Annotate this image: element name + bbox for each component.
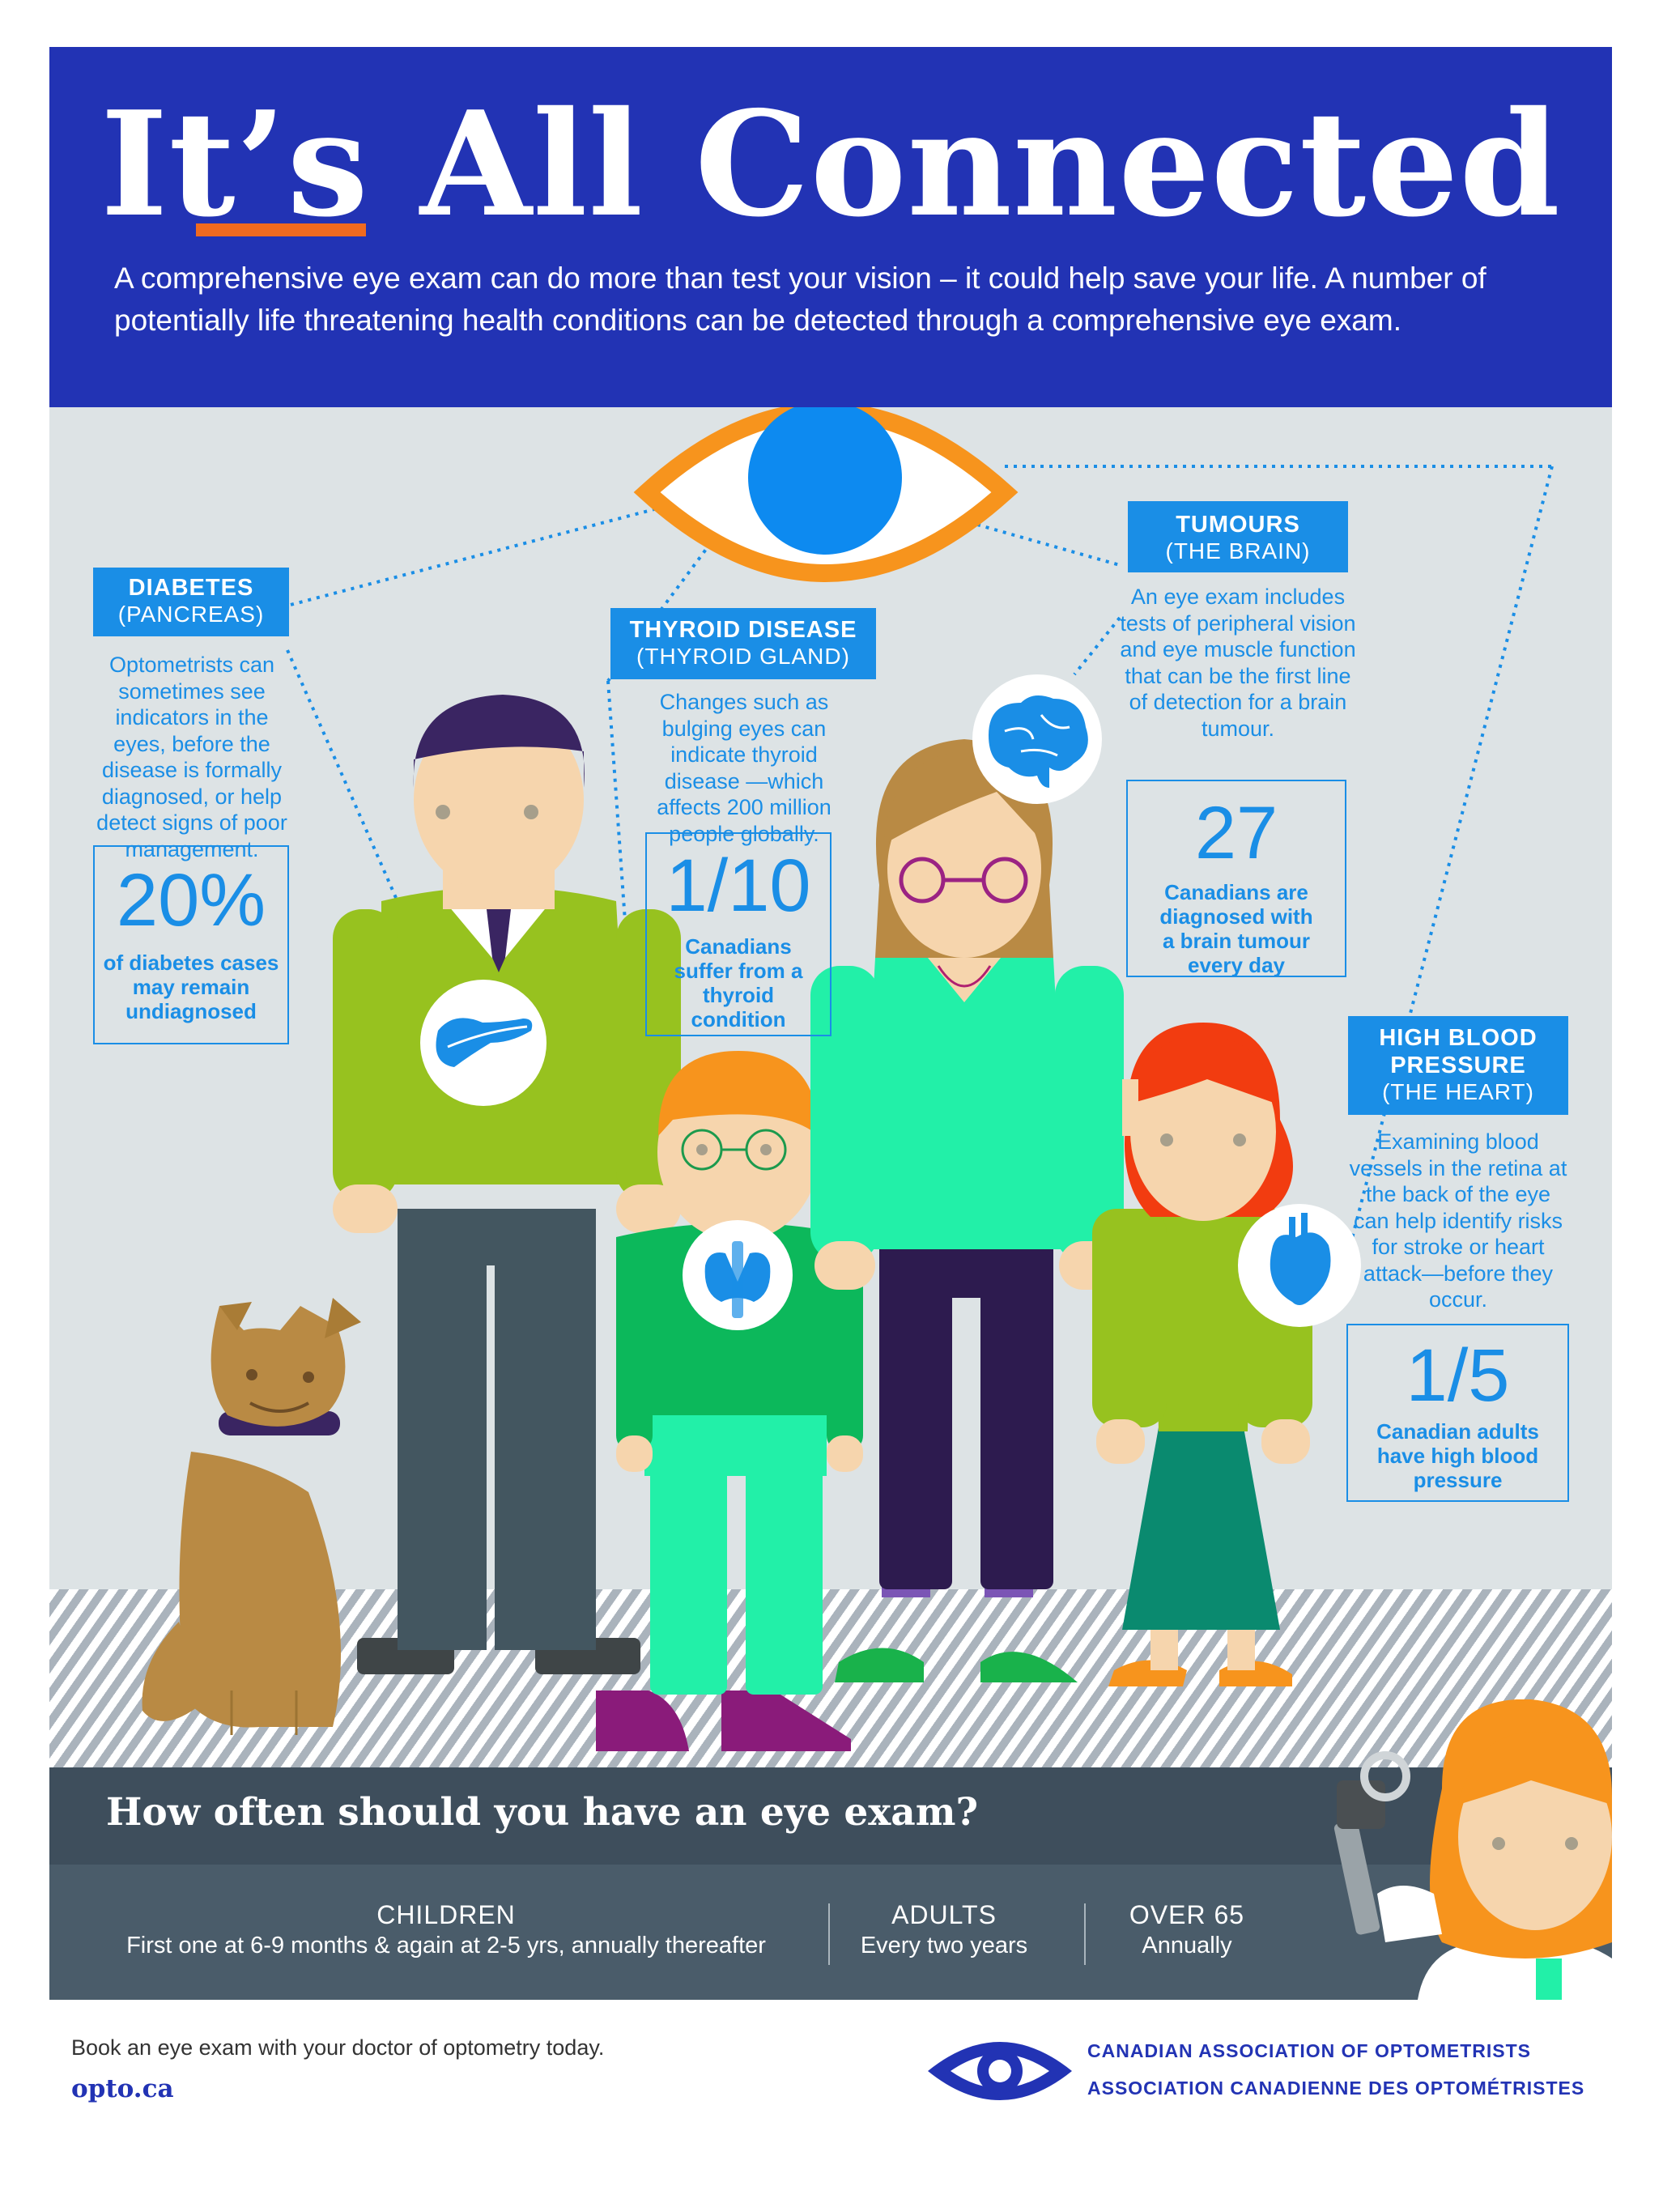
diabetes-body: Optometrists can sometimes see indicator… xyxy=(96,653,287,861)
ophthalmoscope-icon xyxy=(1333,1751,1410,1935)
connector-lines xyxy=(286,465,1554,1248)
children-frequency: CHILDREN First one at 6-9 months & again… xyxy=(82,1899,810,1960)
dog-illustration xyxy=(142,1298,361,1735)
cao-eye-logo-icon xyxy=(928,2042,1072,2100)
mother-illustration xyxy=(810,739,1124,1682)
blood-pressure-subtitle: (THE HEART) xyxy=(1382,1079,1534,1104)
pancreas-icon xyxy=(420,980,547,1106)
diabetes-label: DIABETES (PANCREAS) xyxy=(93,568,289,636)
thyroid-icon xyxy=(683,1220,793,1330)
tumours-stat-value: 27 xyxy=(1194,792,1278,874)
footer-cta: Book an eye exam with your doctor of opt… xyxy=(71,2035,605,2060)
divider xyxy=(1084,1903,1086,1965)
tumours-label: TUMOURS (THE BRAIN) xyxy=(1128,501,1348,572)
blood-pressure-stat-box: 1/5 Canadian adults have high blood pres… xyxy=(1346,1324,1569,1502)
adults-label: ADULTS xyxy=(891,1900,997,1929)
org-name-english: CANADIAN ASSOCIATION OF OPTOMETRISTS xyxy=(1087,2040,1531,2061)
tumours-stat-text: Canadians are diagnosed with a brain tum… xyxy=(1159,880,1313,977)
blood-pressure-label: HIGH BLOOD PRESSURE (THE HEART) xyxy=(1348,1016,1568,1115)
brain-icon xyxy=(972,674,1102,804)
blood-pressure-title: HIGH BLOOD PRESSURE xyxy=(1379,1025,1538,1078)
header-banner: It’s All Connected A comprehensive eye e… xyxy=(49,47,1612,407)
daughter-illustration xyxy=(1092,1023,1312,1686)
page-title: It’s All Connected xyxy=(100,79,1561,249)
heart-icon xyxy=(1238,1204,1361,1327)
blood-pressure-body: Examining blood vessels in the retina at… xyxy=(1349,1129,1567,1312)
org-name-french: ASSOCIATION CANADIENNE DES OPTOMÉTRISTES xyxy=(1087,2078,1585,2099)
adults-text: Every two years xyxy=(860,1933,1028,1958)
tumours-stat-box: 27 Canadians are diagnosed with a brain … xyxy=(1126,780,1346,977)
son-illustration xyxy=(596,1051,863,1751)
seniors-label: OVER 65 xyxy=(1129,1900,1245,1929)
footer-url-link[interactable]: opto.ca xyxy=(71,2074,174,2103)
exam-frequency-question: How often should you have an eye exam? xyxy=(106,1790,979,1835)
thyroid-subtitle: (THYROID GLAND) xyxy=(636,644,850,669)
tumours-body: An eye exam includes tests of peripheral… xyxy=(1120,585,1356,741)
thyroid-stat-box: 1/10 Canadians suffer from a thyroid con… xyxy=(645,832,831,1036)
intro-text: A comprehensive eye exam can do more tha… xyxy=(114,262,1486,337)
illustration-panel: DIABETES (PANCREAS) Optometrists can som… xyxy=(49,407,1612,1767)
tumours-title: TUMOURS xyxy=(1176,512,1300,538)
children-text: First one at 6-9 months & again at 2-5 y… xyxy=(126,1933,766,1958)
children-label: CHILDREN xyxy=(376,1900,516,1929)
thyroid-body: Changes such as bulging eyes can indicat… xyxy=(657,690,831,846)
thyroid-title: THYROID DISEASE xyxy=(629,617,857,643)
diabetes-title: DIABETES xyxy=(128,575,254,601)
thyroid-stat-value: 1/10 xyxy=(666,844,811,927)
thyroid-label: THYROID DISEASE (THYROID GLAND) xyxy=(610,608,876,679)
title-underline xyxy=(196,223,366,236)
adults-frequency: ADULTS Every two years xyxy=(847,1899,1041,1960)
tumours-subtitle: (THE BRAIN) xyxy=(1165,538,1311,564)
family-illustration xyxy=(142,407,1554,1751)
diabetes-stat-text: of diabetes cases may remain undiagnosed xyxy=(103,951,279,1023)
eye-icon xyxy=(633,407,1019,582)
blood-pressure-stat-value: 1/5 xyxy=(1406,1334,1510,1417)
seniors-text: Annually xyxy=(1142,1933,1232,1958)
blood-pressure-stat-text: Canadian adults have high blood pressure xyxy=(1376,1419,1539,1492)
diabetes-stat-value: 20% xyxy=(116,859,266,942)
thyroid-stat-text: Canadians suffer from a thyroid conditio… xyxy=(674,934,803,1031)
father-illustration xyxy=(333,695,681,1674)
seniors-frequency: OVER 65 Annually xyxy=(1094,1899,1280,1960)
exam-frequency-band: How often should you have an eye exam? C… xyxy=(49,1699,1612,2000)
diabetes-subtitle: (PANCREAS) xyxy=(117,602,265,627)
diabetes-stat-box: 20% of diabetes cases may remain undiagn… xyxy=(93,845,289,1044)
optometrist-illustration xyxy=(1333,1699,1612,2000)
divider xyxy=(828,1903,830,1965)
